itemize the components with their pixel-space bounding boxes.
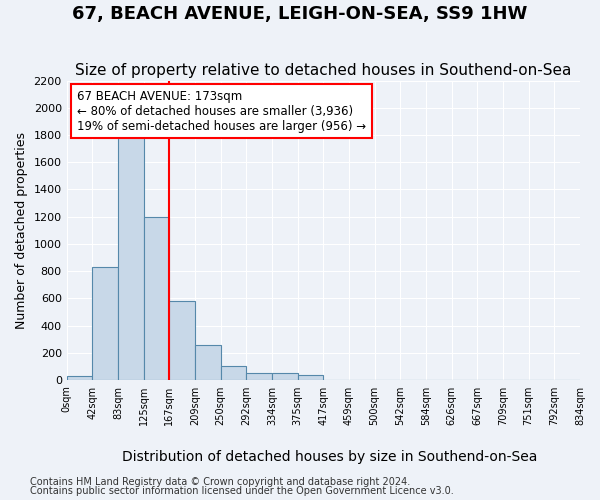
Bar xyxy=(195,344,221,380)
Text: 83sqm: 83sqm xyxy=(113,386,123,418)
Text: 417sqm: 417sqm xyxy=(319,386,328,425)
Bar xyxy=(143,216,169,380)
Text: 209sqm: 209sqm xyxy=(190,386,200,425)
Text: 751sqm: 751sqm xyxy=(524,386,533,425)
Text: 292sqm: 292sqm xyxy=(241,386,251,425)
Text: 834sqm: 834sqm xyxy=(575,386,585,425)
Title: Size of property relative to detached houses in Southend-on-Sea: Size of property relative to detached ho… xyxy=(75,63,572,78)
Text: 334sqm: 334sqm xyxy=(267,386,277,425)
Text: 67 BEACH AVENUE: 173sqm
← 80% of detached houses are smaller (3,936)
19% of semi: 67 BEACH AVENUE: 173sqm ← 80% of detache… xyxy=(77,90,366,132)
Text: Contains public sector information licensed under the Open Government Licence v3: Contains public sector information licen… xyxy=(30,486,454,496)
Text: 626sqm: 626sqm xyxy=(446,386,457,425)
Bar xyxy=(298,376,323,380)
Text: 250sqm: 250sqm xyxy=(215,386,226,425)
Text: 667sqm: 667sqm xyxy=(472,386,482,425)
Text: 500sqm: 500sqm xyxy=(370,386,380,425)
Text: 375sqm: 375sqm xyxy=(293,386,302,425)
Text: 792sqm: 792sqm xyxy=(550,386,559,425)
Text: 125sqm: 125sqm xyxy=(139,386,149,425)
Bar xyxy=(247,372,272,380)
Text: 42sqm: 42sqm xyxy=(88,386,97,419)
Bar xyxy=(67,376,92,380)
Text: 584sqm: 584sqm xyxy=(421,386,431,425)
Bar xyxy=(272,374,298,380)
Text: 167sqm: 167sqm xyxy=(164,386,175,425)
Y-axis label: Number of detached properties: Number of detached properties xyxy=(15,132,28,329)
Text: 0sqm: 0sqm xyxy=(62,386,71,412)
Text: 67, BEACH AVENUE, LEIGH-ON-SEA, SS9 1HW: 67, BEACH AVENUE, LEIGH-ON-SEA, SS9 1HW xyxy=(73,5,527,23)
Text: 709sqm: 709sqm xyxy=(498,386,508,425)
Text: 459sqm: 459sqm xyxy=(344,386,354,425)
Text: Contains HM Land Registry data © Crown copyright and database right 2024.: Contains HM Land Registry data © Crown c… xyxy=(30,477,410,487)
Bar xyxy=(118,122,143,380)
Text: Distribution of detached houses by size in Southend-on-Sea: Distribution of detached houses by size … xyxy=(122,450,538,464)
Bar xyxy=(92,267,118,380)
Text: 542sqm: 542sqm xyxy=(395,386,406,425)
Bar xyxy=(221,366,247,380)
Bar xyxy=(169,301,195,380)
